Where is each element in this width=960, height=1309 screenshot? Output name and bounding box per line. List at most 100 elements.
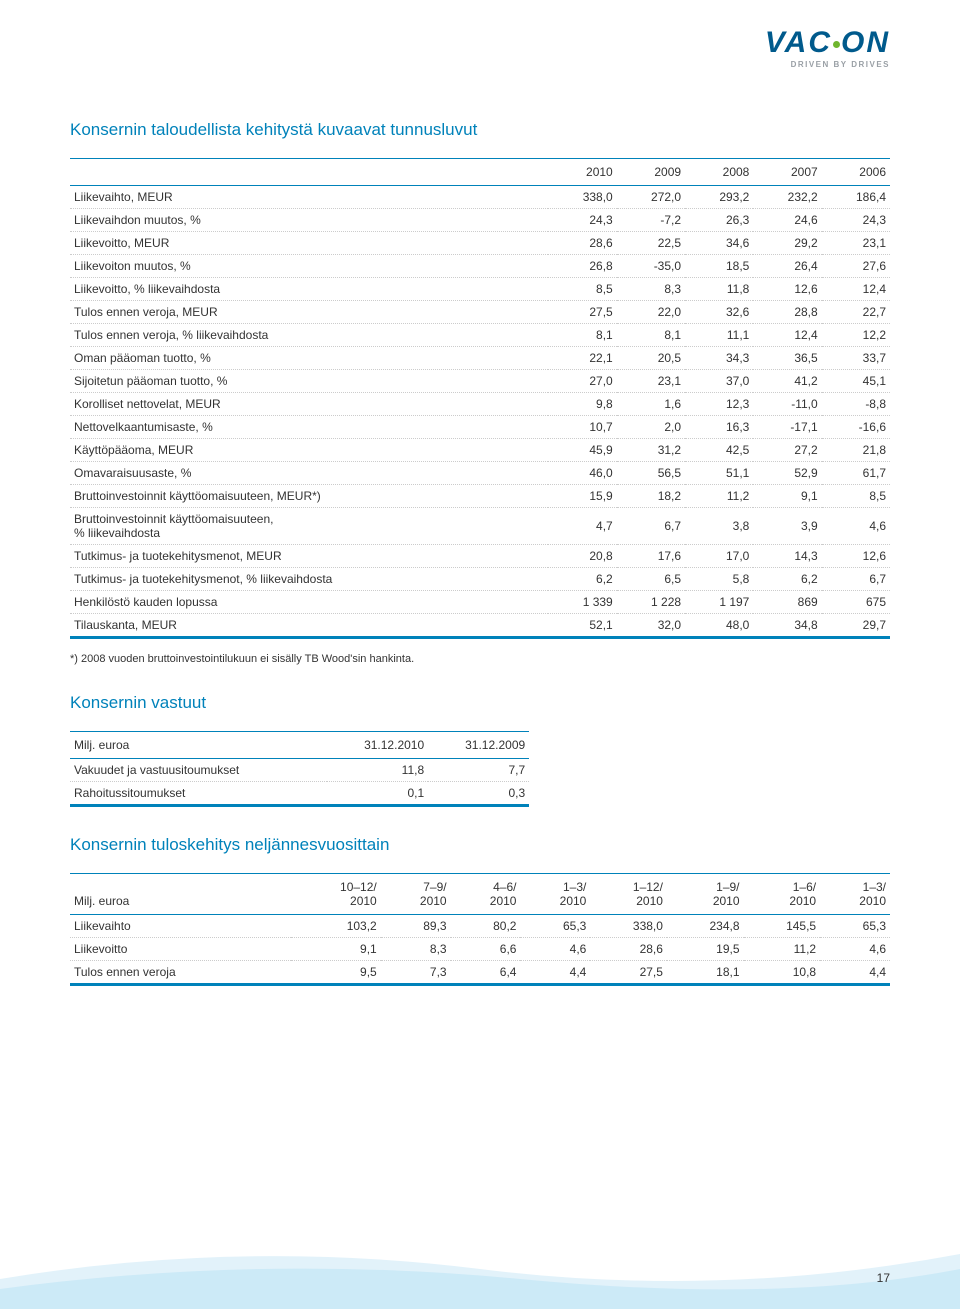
cell-value: 34,3 <box>685 347 753 370</box>
cell-value: 27,0 <box>548 370 616 393</box>
row-label: Liikevoiton muutos, % <box>70 255 548 278</box>
column-header: Milj. euroa <box>70 894 291 915</box>
cell-value: 4,4 <box>520 961 590 984</box>
table3-title: Konsernin tuloskehitys neljännesvuositta… <box>70 835 890 855</box>
column-header: 2010 <box>820 894 890 915</box>
cell-value: 89,3 <box>381 915 451 938</box>
cell-value: 10,7 <box>548 416 616 439</box>
cell-value: 26,4 <box>753 255 821 278</box>
column-header: 2010 <box>590 894 667 915</box>
table-row: Vakuudet ja vastuusitoumukset11,87,7 <box>70 759 529 782</box>
cell-value: 9,5 <box>291 961 381 984</box>
cell-value: 338,0 <box>590 915 667 938</box>
cell-value: 19,5 <box>667 938 744 961</box>
table-row: Liikevaihto, MEUR338,0272,0293,2232,2186… <box>70 186 890 209</box>
table2-body: Vakuudet ja vastuusitoumukset11,87,7Raho… <box>70 759 529 805</box>
cell-value: 52,1 <box>548 614 616 637</box>
cell-value: 26,8 <box>548 255 616 278</box>
column-header: 2010 <box>548 159 616 186</box>
cell-value: 5,8 <box>685 568 753 591</box>
cell-value: 27,5 <box>590 961 667 984</box>
cell-value: 11,2 <box>744 938 821 961</box>
table-row: Henkilöstö kauden lopussa1 3391 2281 197… <box>70 591 890 614</box>
cell-value: 11,8 <box>327 759 428 782</box>
row-label: Liikevoitto, MEUR <box>70 232 548 255</box>
table-row: Bruttoinvestoinnit käyttöomaisuuteen,% l… <box>70 508 890 545</box>
cell-value: 20,5 <box>617 347 685 370</box>
column-header: 2006 <box>822 159 890 186</box>
row-label: Tutkimus- ja tuotekehitysmenot, % liikev… <box>70 568 548 591</box>
table1-title: Konsernin taloudellista kehitystä kuvaav… <box>70 120 890 140</box>
cell-value: 4,6 <box>822 508 890 545</box>
cell-value: 12,4 <box>753 324 821 347</box>
cell-value: 1,6 <box>617 393 685 416</box>
cell-value: 18,5 <box>685 255 753 278</box>
cell-value: 186,4 <box>822 186 890 209</box>
cell-value: 22,5 <box>617 232 685 255</box>
cell-value: 31,2 <box>617 439 685 462</box>
cell-value: 103,2 <box>291 915 381 938</box>
cell-value: 14,3 <box>753 545 821 568</box>
cell-value: 8,1 <box>617 324 685 347</box>
column-header: 10–12/ <box>291 874 381 895</box>
column-header <box>70 159 548 186</box>
cell-value: 9,1 <box>291 938 381 961</box>
cell-value: 36,5 <box>753 347 821 370</box>
row-label: Oman pääoman tuotto, % <box>70 347 548 370</box>
cell-value: 18,1 <box>667 961 744 984</box>
cell-value: 23,1 <box>617 370 685 393</box>
cell-value: 20,8 <box>548 545 616 568</box>
table-row: Rahoitussitoumukset0,10,3 <box>70 782 529 805</box>
cell-value: 10,8 <box>744 961 821 984</box>
table-row: Omavaraisuusaste, %46,056,551,152,961,7 <box>70 462 890 485</box>
row-label: Rahoitussitoumukset <box>70 782 327 805</box>
row-label: Liikevoitto, % liikevaihdosta <box>70 278 548 301</box>
cell-value: 22,7 <box>822 301 890 324</box>
column-header: 2010 <box>520 894 590 915</box>
cell-value: 12,3 <box>685 393 753 416</box>
column-header: 1–3/ <box>820 874 890 895</box>
cell-value: 24,6 <box>753 209 821 232</box>
row-label: Bruttoinvestoinnit käyttöomaisuuteen, ME… <box>70 485 548 508</box>
cell-value: 6,4 <box>451 961 521 984</box>
cell-value: 8,1 <box>548 324 616 347</box>
table-row: Liikevoiton muutos, %26,8-35,018,526,427… <box>70 255 890 278</box>
cell-value: -17,1 <box>753 416 821 439</box>
logo-text: VACON <box>765 28 890 58</box>
row-label: Tulos ennen veroja, % liikevaihdosta <box>70 324 548 347</box>
table-row: Liikevoitto, % liikevaihdosta8,58,311,81… <box>70 278 890 301</box>
row-label: Liikevoitto <box>70 938 291 961</box>
cell-value: 65,3 <box>520 915 590 938</box>
cell-value: 28,6 <box>590 938 667 961</box>
cell-value: 24,3 <box>548 209 616 232</box>
column-header: 7–9/ <box>381 874 451 895</box>
table-row: Bruttoinvestoinnit käyttöomaisuuteen, ME… <box>70 485 890 508</box>
cell-value: 6,2 <box>753 568 821 591</box>
column-header: 2010 <box>381 894 451 915</box>
row-label: Omavaraisuusaste, % <box>70 462 548 485</box>
table2: Milj. euroa31.12.201031.12.2009 Vakuudet… <box>70 731 529 805</box>
column-header: 2010 <box>451 894 521 915</box>
table1-footnote: *) 2008 vuoden bruttoinvestointilukuun e… <box>70 653 890 665</box>
row-label: Liikevaihto <box>70 915 291 938</box>
cell-value: 22,1 <box>548 347 616 370</box>
table2-header-row: Milj. euroa31.12.201031.12.2009 <box>70 732 529 759</box>
cell-value: -16,6 <box>822 416 890 439</box>
cell-value: 15,9 <box>548 485 616 508</box>
cell-value: 48,0 <box>685 614 753 637</box>
table-row: Tulos ennen veroja, % liikevaihdosta8,18… <box>70 324 890 347</box>
cell-value: 6,6 <box>451 938 521 961</box>
cell-value: 1 339 <box>548 591 616 614</box>
cell-value: 6,2 <box>548 568 616 591</box>
cell-value: -8,8 <box>822 393 890 416</box>
cell-value: 869 <box>753 591 821 614</box>
row-label: Tutkimus- ja tuotekehitysmenot, MEUR <box>70 545 548 568</box>
cell-value: 33,7 <box>822 347 890 370</box>
cell-value: 11,2 <box>685 485 753 508</box>
cell-value: 27,2 <box>753 439 821 462</box>
cell-value: 27,6 <box>822 255 890 278</box>
row-label: Vakuudet ja vastuusitoumukset <box>70 759 327 782</box>
cell-value: 4,4 <box>820 961 890 984</box>
row-label: Tilauskanta, MEUR <box>70 614 548 637</box>
cell-value: -11,0 <box>753 393 821 416</box>
